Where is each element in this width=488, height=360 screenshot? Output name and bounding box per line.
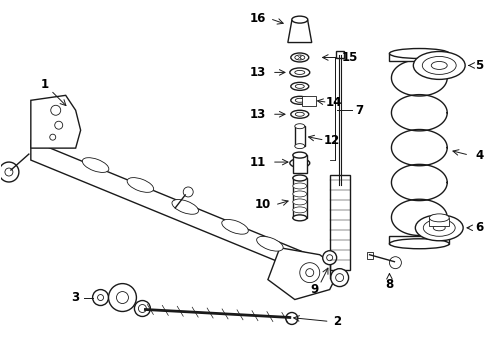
- Ellipse shape: [388, 49, 448, 58]
- Text: 4: 4: [474, 149, 482, 162]
- Circle shape: [108, 284, 136, 311]
- Circle shape: [98, 294, 103, 301]
- Ellipse shape: [422, 57, 455, 75]
- Text: 2: 2: [333, 315, 341, 328]
- Ellipse shape: [292, 215, 306, 221]
- Ellipse shape: [292, 199, 306, 205]
- Circle shape: [55, 121, 62, 129]
- Circle shape: [92, 289, 108, 306]
- Circle shape: [388, 257, 401, 269]
- Circle shape: [183, 187, 193, 197]
- Ellipse shape: [292, 183, 306, 189]
- Text: 9: 9: [310, 283, 318, 296]
- Bar: [428, 218, 448, 226]
- Ellipse shape: [222, 220, 248, 234]
- Ellipse shape: [292, 191, 306, 197]
- Text: 11: 11: [249, 156, 265, 168]
- Ellipse shape: [290, 96, 308, 104]
- Circle shape: [138, 305, 146, 312]
- Bar: [329, 175, 349, 270]
- Text: 8: 8: [385, 278, 393, 291]
- Ellipse shape: [294, 124, 304, 129]
- Ellipse shape: [294, 71, 304, 75]
- Text: 5: 5: [474, 59, 482, 72]
- Text: 12: 12: [323, 134, 339, 147]
- Ellipse shape: [290, 110, 308, 118]
- Text: 14: 14: [325, 96, 341, 109]
- Circle shape: [305, 269, 313, 276]
- Circle shape: [285, 312, 297, 324]
- Polygon shape: [267, 248, 339, 300]
- Circle shape: [335, 274, 343, 282]
- Circle shape: [299, 263, 319, 283]
- Ellipse shape: [294, 144, 304, 149]
- Ellipse shape: [432, 225, 444, 231]
- Ellipse shape: [289, 68, 309, 77]
- Ellipse shape: [256, 237, 283, 251]
- Ellipse shape: [295, 161, 304, 165]
- Circle shape: [326, 255, 332, 261]
- Circle shape: [51, 105, 61, 115]
- Ellipse shape: [292, 207, 306, 213]
- Ellipse shape: [388, 239, 448, 249]
- Text: 16: 16: [249, 12, 265, 25]
- Ellipse shape: [82, 158, 109, 172]
- Ellipse shape: [295, 98, 304, 102]
- Ellipse shape: [428, 214, 448, 222]
- Circle shape: [50, 134, 56, 140]
- Circle shape: [5, 168, 13, 176]
- Ellipse shape: [290, 82, 308, 90]
- Bar: [301, 96, 315, 106]
- Ellipse shape: [289, 159, 309, 167]
- Circle shape: [330, 269, 348, 287]
- Ellipse shape: [412, 51, 464, 80]
- Circle shape: [116, 292, 128, 303]
- Text: 13: 13: [249, 66, 265, 79]
- Ellipse shape: [172, 199, 198, 214]
- Polygon shape: [31, 95, 81, 148]
- Ellipse shape: [295, 112, 304, 116]
- Bar: [292, 178, 306, 218]
- Bar: [366, 252, 372, 259]
- Ellipse shape: [294, 55, 304, 60]
- Bar: [294, 126, 304, 146]
- Bar: [292, 155, 306, 173]
- Circle shape: [0, 162, 19, 182]
- Ellipse shape: [292, 152, 306, 158]
- Ellipse shape: [423, 219, 454, 236]
- Ellipse shape: [291, 16, 307, 23]
- Text: 15: 15: [341, 51, 357, 64]
- Text: 7: 7: [355, 104, 363, 117]
- Circle shape: [134, 301, 150, 316]
- Ellipse shape: [290, 53, 308, 62]
- Bar: [388, 54, 448, 62]
- Text: 3: 3: [71, 291, 80, 304]
- Ellipse shape: [292, 175, 306, 181]
- Text: 6: 6: [474, 221, 482, 234]
- Text: 10: 10: [254, 198, 270, 211]
- Polygon shape: [31, 140, 309, 275]
- Ellipse shape: [414, 215, 462, 241]
- Bar: [335, 50, 343, 58]
- Bar: [388, 236, 448, 244]
- Ellipse shape: [295, 84, 304, 88]
- Ellipse shape: [127, 177, 153, 192]
- Polygon shape: [287, 21, 311, 42]
- Text: 13: 13: [249, 108, 265, 121]
- Circle shape: [322, 251, 336, 265]
- Ellipse shape: [430, 62, 447, 69]
- Text: 1: 1: [41, 78, 49, 91]
